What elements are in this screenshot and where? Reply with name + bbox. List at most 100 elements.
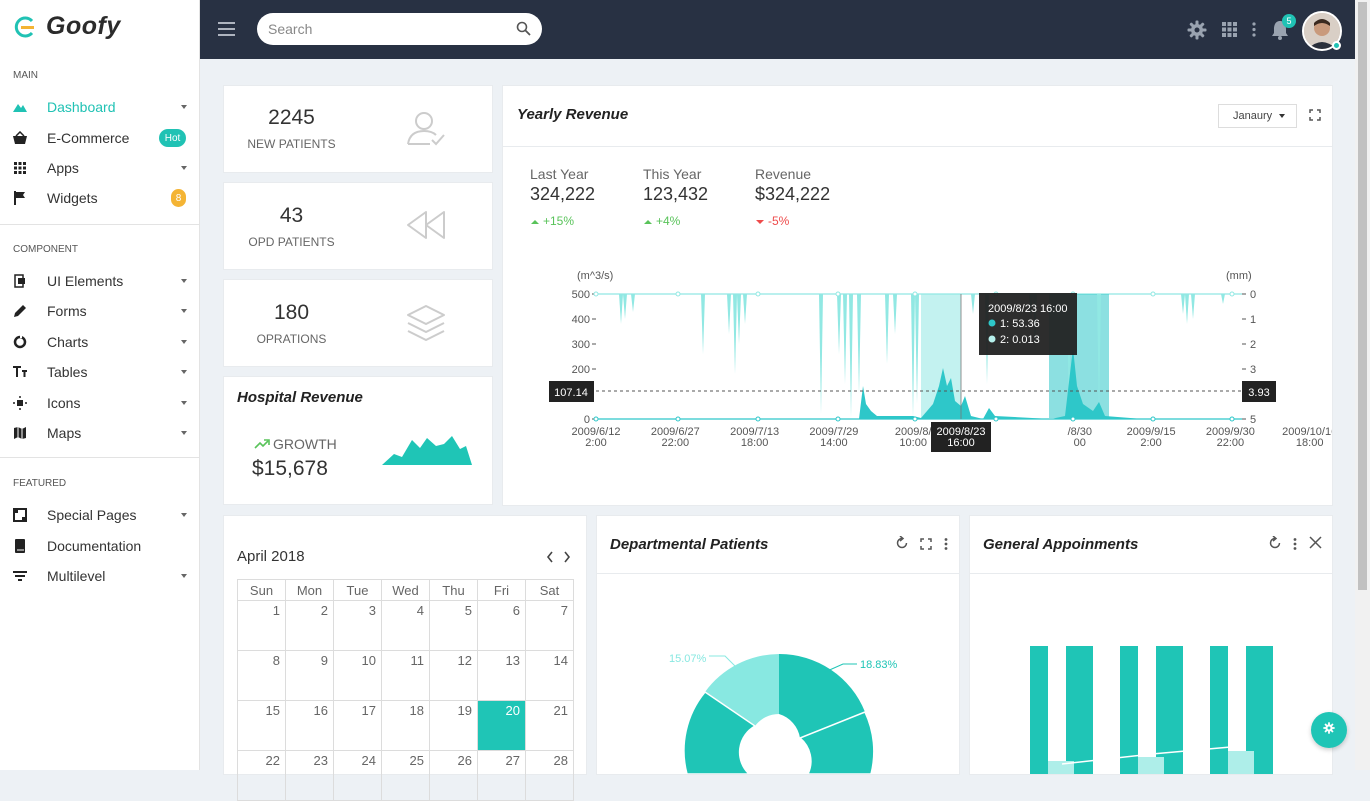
series-rain-spike bbox=[837, 294, 841, 354]
logo[interactable]: Goofy bbox=[12, 12, 121, 41]
fullscreen-icon[interactable] bbox=[920, 537, 932, 555]
crosshair-x-label-time: 16:00 bbox=[947, 437, 975, 449]
calendar-day[interactable]: 7 bbox=[525, 600, 574, 651]
calendar-day-today[interactable]: 20 bbox=[477, 700, 526, 751]
sidebar-item-special-pages[interactable]: Special Pages bbox=[0, 501, 200, 529]
series-rain-spike bbox=[911, 294, 915, 418]
calendar-day[interactable]: 3 bbox=[333, 600, 382, 651]
tooltip-dot bbox=[988, 319, 996, 327]
sidebar-item-label: Icons bbox=[47, 395, 81, 411]
x-tick-label-time: 2:00 bbox=[585, 437, 606, 449]
count-badge: 8 bbox=[171, 189, 186, 207]
calendar-day[interactable]: 18 bbox=[381, 700, 430, 751]
card-title: Departmental Patients bbox=[610, 536, 769, 553]
sidebar-item-dashboard[interactable]: Dashboard bbox=[0, 93, 200, 121]
stat-value: 43 bbox=[279, 204, 304, 227]
app-name: Goofy bbox=[46, 12, 121, 40]
hot-badge: Hot bbox=[159, 129, 186, 147]
sidebar-item-ui-elements[interactable]: UI Elements bbox=[0, 267, 200, 295]
apps-grid-icon[interactable] bbox=[1222, 22, 1237, 42]
chevron-right-icon[interactable] bbox=[563, 550, 571, 568]
calendar-day[interactable]: 22 bbox=[237, 750, 286, 801]
calendar-day[interactable]: 2 bbox=[285, 600, 334, 651]
series-rain-spike bbox=[843, 294, 847, 384]
sidebar-item-ecommerce[interactable]: E-Commerce Hot bbox=[0, 124, 200, 152]
calendar-day[interactable]: 10 bbox=[333, 650, 382, 701]
series-rain-spike bbox=[737, 294, 741, 344]
sidebar-item-forms[interactable]: Forms bbox=[0, 297, 200, 325]
weekday-header: Thu bbox=[429, 579, 478, 601]
search-input[interactable] bbox=[257, 13, 497, 45]
calendar-day[interactable]: 16 bbox=[285, 700, 334, 751]
appointments-bar-chart[interactable] bbox=[970, 574, 1332, 774]
stat-value: $324,222 bbox=[755, 184, 831, 204]
ui-elements-icon bbox=[11, 274, 29, 288]
month-select[interactable]: Janaury bbox=[1218, 104, 1297, 128]
sidebar-item-maps[interactable]: Maps bbox=[0, 419, 200, 447]
yearly-revenue-chart[interactable]: (m^3/s) (mm) 5004003002000012352009/6/12… bbox=[503, 86, 1332, 505]
chevron-left-icon[interactable] bbox=[546, 550, 554, 568]
arrow-up-icon bbox=[643, 214, 653, 228]
scrollbar-thumb[interactable] bbox=[1358, 2, 1367, 590]
calendar-day[interactable]: 5 bbox=[429, 600, 478, 651]
calendar-day[interactable]: 21 bbox=[525, 700, 574, 751]
calendar-day[interactable]: 13 bbox=[477, 650, 526, 701]
more-vertical-icon[interactable] bbox=[1293, 537, 1297, 555]
more-vertical-icon[interactable] bbox=[944, 537, 948, 555]
departmental-pie-chart[interactable]: 15.07% 18.83% bbox=[597, 574, 959, 774]
calendar-day[interactable]: 14 bbox=[525, 650, 574, 701]
scrollbar[interactable] bbox=[1355, 0, 1370, 770]
calendar-day[interactable]: 15 bbox=[237, 700, 286, 751]
topbar: 5 bbox=[200, 0, 1355, 59]
sidebar-item-apps[interactable]: Apps bbox=[0, 154, 200, 182]
search-icon[interactable] bbox=[516, 21, 531, 41]
calendar-day[interactable]: 24 bbox=[333, 750, 382, 801]
calendar-day[interactable]: 11 bbox=[381, 650, 430, 701]
close-icon[interactable] bbox=[1309, 536, 1322, 554]
gear-icon[interactable] bbox=[1187, 20, 1207, 45]
calendar-day[interactable]: 6 bbox=[477, 600, 526, 651]
calendar-day[interactable]: 12 bbox=[429, 650, 478, 701]
calendar-day[interactable]: 17 bbox=[333, 700, 382, 751]
calendar-day[interactable]: 25 bbox=[381, 750, 430, 801]
divider bbox=[970, 573, 1332, 574]
calendar-day[interactable]: 19 bbox=[429, 700, 478, 751]
stat-value: 180 bbox=[273, 301, 310, 324]
book-icon bbox=[11, 539, 29, 553]
stat-value: 2245 bbox=[268, 106, 315, 129]
calendar-day[interactable]: 23 bbox=[285, 750, 334, 801]
sidebar-item-documentation[interactable]: Documentation bbox=[0, 532, 200, 560]
sidebar-item-multilevel[interactable]: Multilevel bbox=[0, 562, 200, 590]
crosshair-left-label: 107.14 bbox=[554, 387, 588, 399]
calendar-day[interactable]: 4 bbox=[381, 600, 430, 651]
x-tick-label-date: 2009/9/15 bbox=[1127, 426, 1176, 438]
sidebar-item-icons[interactable]: Icons bbox=[0, 389, 200, 417]
fullscreen-icon[interactable] bbox=[1309, 108, 1321, 126]
refresh-icon[interactable] bbox=[895, 535, 909, 555]
calendar-day[interactable]: 27 bbox=[477, 750, 526, 801]
more-vertical-icon[interactable] bbox=[1252, 22, 1256, 42]
divider bbox=[503, 146, 1332, 147]
calendar-day[interactable]: 26 bbox=[429, 750, 478, 801]
settings-fab[interactable] bbox=[1311, 712, 1347, 748]
stat-label: OPD PATIENTS bbox=[248, 235, 335, 249]
revenue-stat-last-year: Last Year 324,222 +15% bbox=[530, 166, 595, 228]
chart-bar bbox=[1138, 757, 1164, 774]
departmental-patients-card: Departmental Patients 15.07% 18.83% bbox=[596, 515, 960, 775]
calendar-day[interactable]: 28 bbox=[525, 750, 574, 801]
calendar-week-row: 22 23 24 25 26 27 28 bbox=[237, 750, 574, 801]
calendar-day[interactable]: 8 bbox=[237, 650, 286, 701]
tooltip-title: 2009/8/23 16:00 bbox=[988, 303, 1068, 315]
sidebar-item-charts[interactable]: Charts bbox=[0, 328, 200, 356]
section-title-main: MAIN bbox=[13, 70, 38, 81]
sidebar-item-tables[interactable]: Tables bbox=[0, 358, 200, 386]
calendar-day[interactable]: 9 bbox=[285, 650, 334, 701]
calendar-day[interactable]: 1 bbox=[237, 600, 286, 651]
y-right-tick-label: 3 bbox=[1250, 364, 1256, 376]
refresh-icon[interactable] bbox=[1268, 535, 1282, 555]
hamburger-menu-icon[interactable] bbox=[218, 22, 235, 40]
pie-label-line bbox=[824, 663, 857, 673]
y-left-tick-label: 300 bbox=[572, 339, 590, 351]
stat-change-value: +15% bbox=[543, 214, 575, 228]
sidebar-item-widgets[interactable]: Widgets 8 bbox=[0, 184, 200, 212]
